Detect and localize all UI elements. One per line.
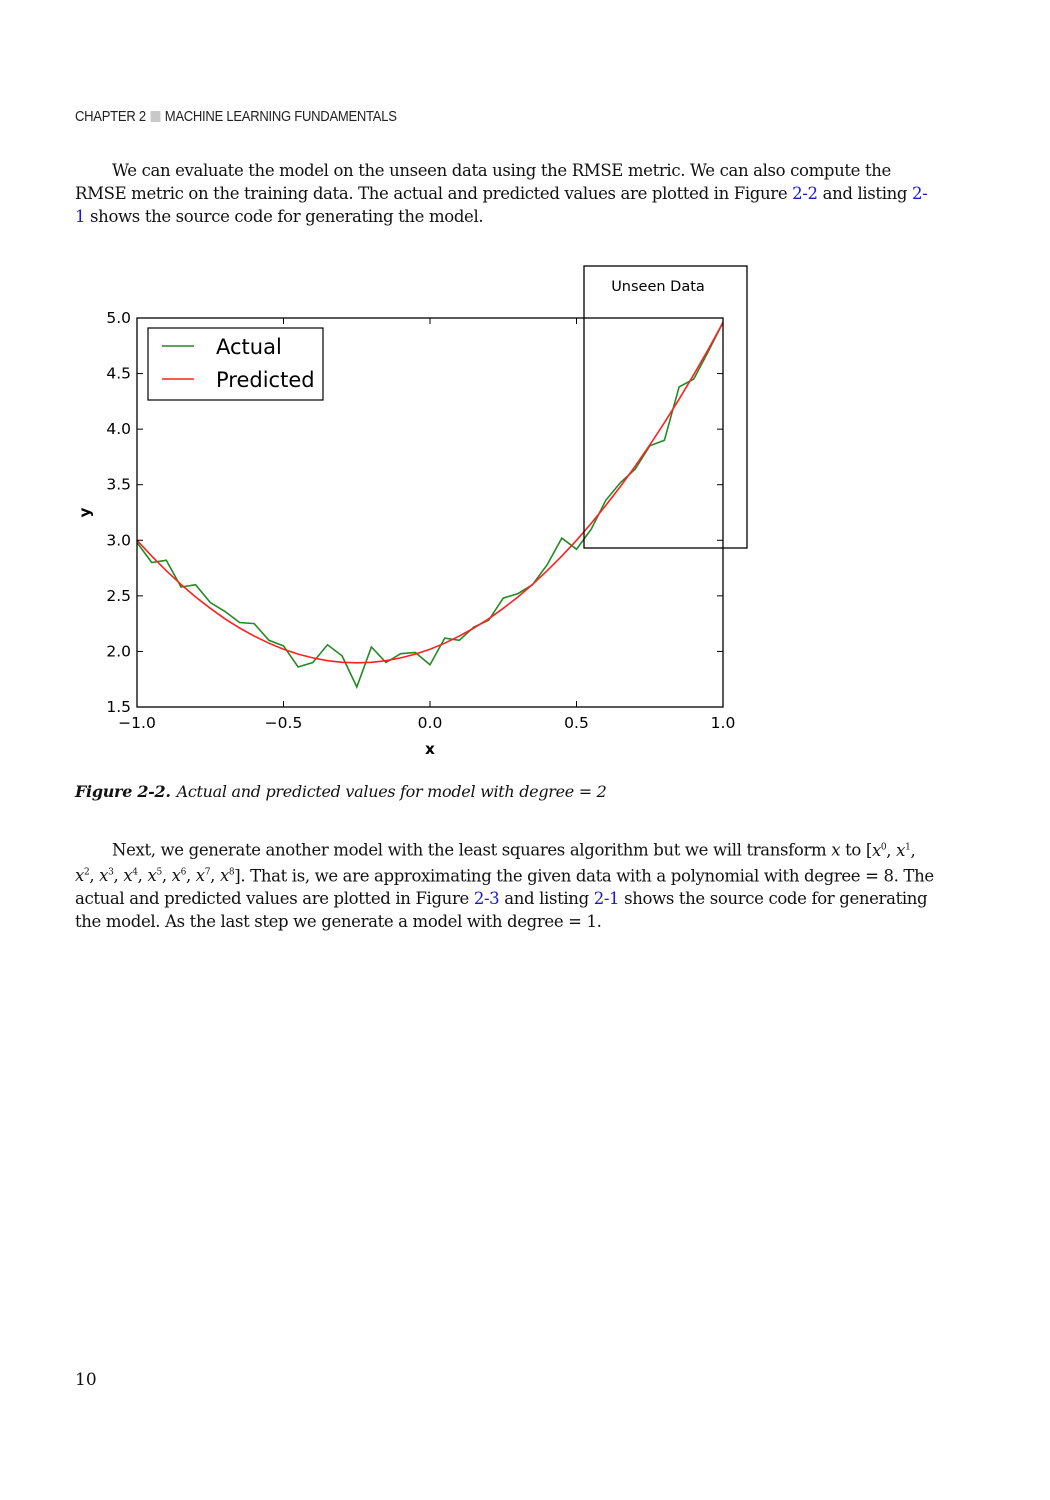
legend-label: Actual [216, 335, 282, 359]
power-term: x1, [896, 840, 916, 860]
text: We can evaluate the model on the unseen … [75, 161, 891, 203]
y-tick-label: 2.5 [106, 587, 131, 605]
y-tick-label: 4.5 [106, 365, 131, 383]
x-tick-label: −1.0 [118, 714, 156, 732]
paragraph-1: We can evaluate the model on the unseen … [75, 159, 935, 228]
power-list: x0, x1, x2, x3, x4, x5, x6, x7, x8 [75, 840, 916, 886]
text: and listing [499, 889, 594, 908]
x-tick-label: 0.0 [418, 714, 443, 732]
power-term: x8 [219, 866, 235, 885]
listing-link[interactable]: 2-1 [75, 184, 928, 226]
variable-x: x [831, 840, 841, 860]
x-axis-label: x [425, 740, 435, 758]
power-term: x2, [75, 866, 100, 885]
chapter-label: CHAPTER 2 [75, 109, 146, 125]
power-term: x4, [123, 866, 148, 885]
listing-link[interactable]: 2-1 [593, 889, 620, 908]
header-separator-square [150, 111, 161, 122]
power-term: x3, [99, 866, 124, 885]
figure-caption: Figure 2-2. Actual and predicted values f… [75, 782, 607, 801]
text: to [ [840, 840, 872, 860]
power-term: x0, [871, 840, 897, 860]
text: ]. That is, we are approximating the giv… [75, 866, 934, 908]
page-number: 10 [75, 1370, 97, 1390]
series-line-predicted [136, 322, 724, 664]
caption-label: Figure 2-2. [75, 782, 171, 801]
legend-label: Predicted [216, 368, 315, 392]
figure-link[interactable]: 2-2 [792, 184, 818, 203]
power-term: x7, [195, 866, 220, 885]
y-tick-label: 4.0 [106, 420, 131, 438]
y-tick-label: 1.5 [106, 698, 131, 716]
power-term: x5, [147, 866, 172, 885]
text: and listing [817, 184, 913, 203]
chapter-title: MACHINE LEARNING FUNDAMENTALS [164, 109, 397, 125]
paragraph-2: Next, we generate another model with the… [75, 836, 935, 933]
chart: −1.0 −0.5 0.0 0.5 1.0 1.5 2.0 2.5 3.0 3.5 4.0 4.5 5.… [76, 265, 748, 758]
y-tick-label: 3.0 [106, 531, 131, 549]
y-axis-label: y [76, 507, 94, 517]
running-header: CHAPTER 2 MACHINE LEARNING FUNDAMENTALS [75, 109, 397, 125]
x-tick-label: 0.5 [564, 714, 589, 732]
figure-link[interactable]: 2-3 [473, 889, 500, 908]
power-term: x6, [171, 866, 196, 885]
series-line-actual [136, 322, 724, 690]
unseen-data-box [583, 265, 748, 549]
caption-text: Actual and predicted values for model wi… [176, 782, 607, 801]
text: shows the source code for generating the… [85, 207, 484, 226]
text: shows the source code for generating the… [75, 889, 928, 931]
y-tick-label: 5.0 [106, 309, 131, 327]
y-tick-label: 3.5 [106, 476, 131, 494]
y-tick-label: 2.0 [106, 642, 131, 660]
x-tick-label: 1.0 [711, 714, 736, 732]
text: Next, we generate another model with the… [112, 840, 832, 860]
unseen-data-label: Unseen Data [611, 279, 705, 295]
legend-box [147, 327, 324, 401]
x-tick-label: −0.5 [265, 714, 303, 732]
